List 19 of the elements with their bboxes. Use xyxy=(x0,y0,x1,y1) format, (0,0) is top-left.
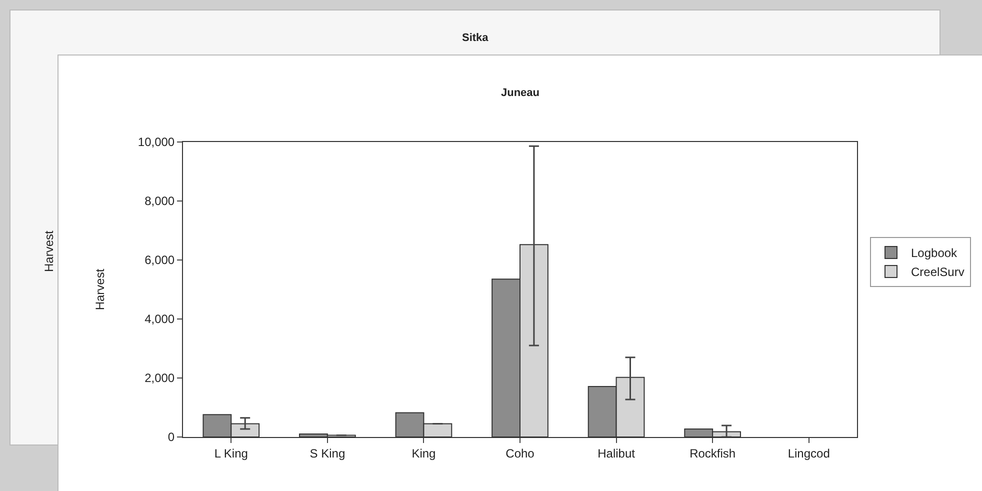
x-tick-label: L King xyxy=(214,446,248,460)
legend-label: Logbook xyxy=(911,246,958,260)
x-tick-label: Rockfish xyxy=(690,446,736,460)
x-tick-label: Lingcod xyxy=(788,446,830,460)
x-tick-label: Coho xyxy=(506,446,535,460)
text: Sitka xyxy=(462,32,490,44)
x-tick-label: King xyxy=(412,446,436,460)
legend-label: CreelSurv xyxy=(911,265,964,280)
y-tick-label: 2,000 xyxy=(144,371,175,386)
y-axis-title: Harvest xyxy=(93,268,108,310)
y-tick-label: 0 xyxy=(168,430,175,444)
chart-title: Juneau xyxy=(501,87,540,99)
x-tick-label: S King xyxy=(310,446,346,460)
y-tick-label: 6,000 xyxy=(144,253,175,268)
text: Harvest xyxy=(42,230,56,272)
y-tick-label: 8,000 xyxy=(144,194,175,208)
y-tick-label: 4,000 xyxy=(144,312,175,326)
y-tick-label: 10,000 xyxy=(138,135,175,150)
x-tick-label: Halibut xyxy=(598,446,636,460)
